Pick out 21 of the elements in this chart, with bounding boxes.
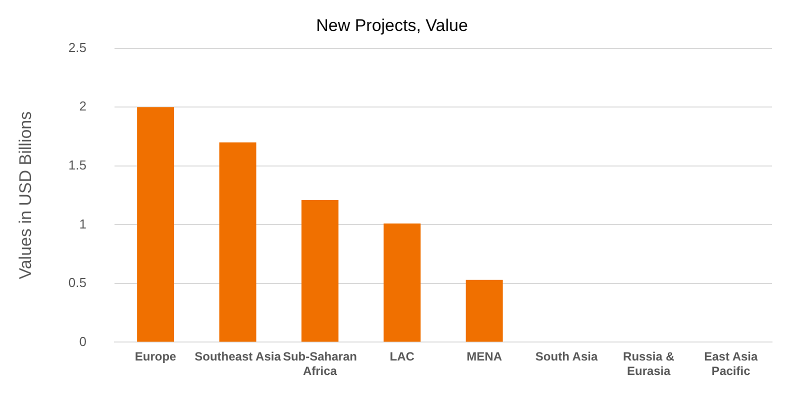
chart-title: New Projects, Value <box>316 16 468 35</box>
x-tick-label: East Asia Pacific <box>704 350 758 378</box>
y-tick-label: 2.5 <box>68 40 86 55</box>
bar <box>466 280 503 342</box>
y-tick-label: 1 <box>79 216 86 232</box>
bar <box>384 224 421 342</box>
x-tick-label: Southeast Asia <box>194 350 282 364</box>
x-tick-label: Russia & Eurasia <box>623 350 675 378</box>
y-tick-label: 0.5 <box>68 275 86 290</box>
x-tick-label: Europe <box>134 350 177 364</box>
x-tick-label: South Asia <box>535 350 598 364</box>
y-tick-label: 2 <box>79 98 86 114</box>
bar <box>301 200 338 342</box>
y-tick-label: 1.5 <box>68 158 86 172</box>
y-tick-label: 0 <box>79 334 86 349</box>
x-tick-label: Sub-Saharan Africa <box>282 350 357 378</box>
y-axis-title: Values in USD Billions <box>16 111 35 280</box>
bar <box>137 107 174 342</box>
x-tick-label: MENA <box>466 350 502 364</box>
x-tick-label: LAC <box>390 350 415 364</box>
bar <box>219 142 256 342</box>
